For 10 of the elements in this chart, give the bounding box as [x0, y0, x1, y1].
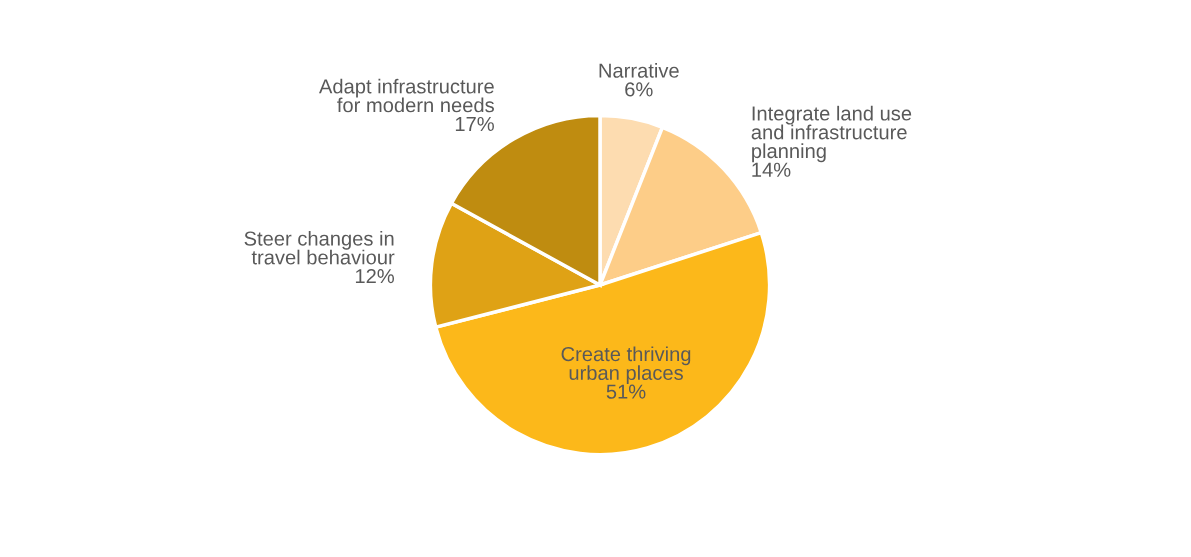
- data-label: 14%: [752, 162, 791, 177]
- data-label: 12%: [355, 268, 394, 284]
- slice-label: Narrative: [599, 62, 679, 78]
- slice-label: Integrate land use and infrastructure planning: [751, 105, 912, 163]
- data-label: 6%: [625, 82, 653, 97]
- data-label: 17%: [455, 116, 494, 131]
- slice-label: Create thriving urban places: [561, 346, 691, 384]
- data-label: 51%: [606, 384, 646, 399]
- slice-label: Adapt infrastructure for modern needs: [318, 78, 494, 113]
- slice-label: Steer changes in travel behaviour: [244, 230, 395, 265]
